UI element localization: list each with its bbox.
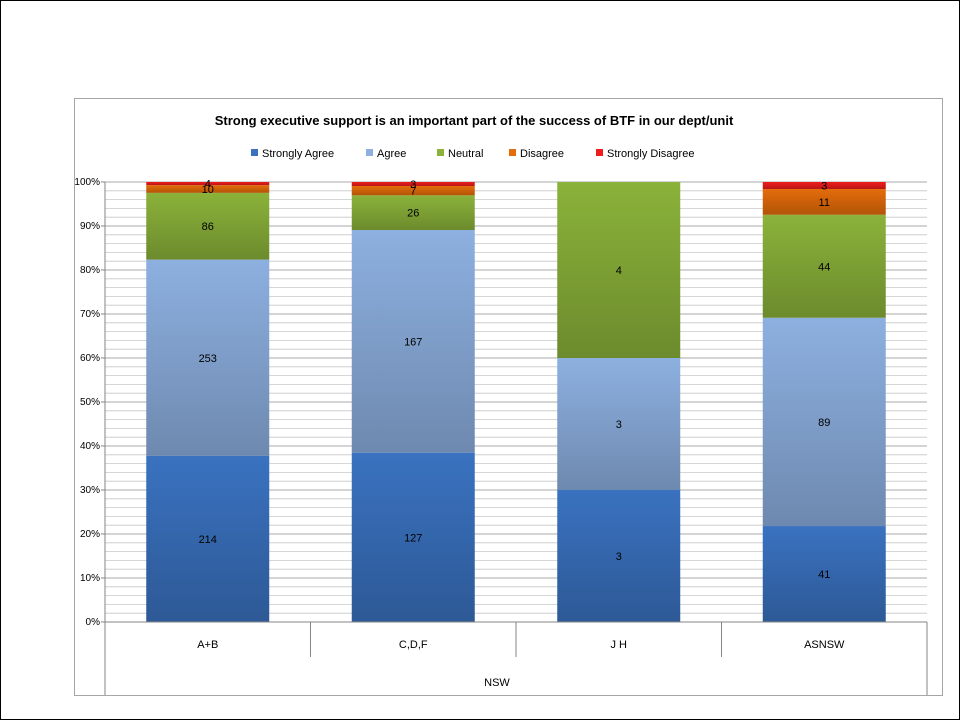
y-tick-label: 90% [80,221,100,232]
y-tick-label: 40% [80,441,100,452]
bar-segment [557,490,681,622]
y-tick-label: 20% [80,529,100,540]
y-tick-label: 30% [80,485,100,496]
bar-segment [351,182,475,186]
bar-segment [762,317,886,527]
data-label: 86 [202,221,214,233]
legend-label: Strongly Disagree [607,148,694,160]
data-label: 214 [199,534,217,546]
data-label: 44 [818,261,830,273]
category-label: J H [611,639,628,651]
y-tick-label: 10% [80,573,100,584]
legend-label: Neutral [448,148,483,160]
bar-segment [762,526,886,622]
bar-segment [146,455,270,622]
data-label: 4 [616,265,622,277]
bar-segment [146,259,270,456]
data-label: 7 [410,186,416,198]
y-tick-label: 70% [80,309,100,320]
y-tick-label: 80% [80,265,100,276]
data-label: 127 [404,532,422,544]
data-label: 3 [616,551,622,563]
y-tick-label: 50% [80,397,100,408]
bar-segment [762,214,886,318]
legend-swatch [509,149,516,156]
bar-segment [557,182,681,358]
y-tick-label: 60% [80,353,100,364]
bar-segment [146,192,270,260]
data-label: 4 [205,179,211,191]
data-label: 26 [407,208,419,220]
data-label: 253 [199,353,217,365]
category-label: ASNSW [804,639,845,651]
y-tick-label: 100% [75,177,100,188]
data-label: 41 [818,569,830,581]
category-label: A+B [197,639,218,651]
bar-segment [351,452,475,622]
y-axis: 0% 10% 20% 30% 40% 50% 60% 70% 80% 90% 100% [75,177,106,628]
data-label: 11 [819,197,830,209]
bar-segment [351,186,475,196]
category-label: C,D,F [399,639,428,651]
chart-area: Strong executive support is an important… [74,98,943,696]
legend-swatch [251,149,258,156]
legend-label: Agree [377,148,406,160]
bar-segment [557,358,681,490]
data-label: 89 [818,417,830,429]
data-label: 3 [821,181,827,193]
stacked-bar-chart: Strong executive support is an important… [75,113,928,695]
data-label: 10 [202,184,214,196]
legend-swatch [366,149,373,156]
x-axis: A+B C,D,F J H ASNSW [104,621,928,695]
bar-segment [351,195,475,230]
y-tick-label: 0% [86,617,101,628]
legend: Strongly Agree Agree Neutral Disagree Strong… [251,148,694,160]
group-axis-label: NSW [484,677,510,689]
legend-label: Strongly Agree [262,148,334,160]
bar-segment [146,185,270,193]
data-label: 3 [616,419,622,431]
data-label: 3 [410,179,416,191]
legend-label: Disagree [520,148,564,160]
bar-segment [146,182,270,186]
bar-segment [762,189,886,215]
bar-segment [351,230,475,453]
legend-swatch [596,149,603,156]
bar-segment [762,182,886,190]
legend-swatch [437,149,444,156]
data-label: 167 [404,336,422,348]
chart-title: Strong executive support is an important… [215,113,734,128]
